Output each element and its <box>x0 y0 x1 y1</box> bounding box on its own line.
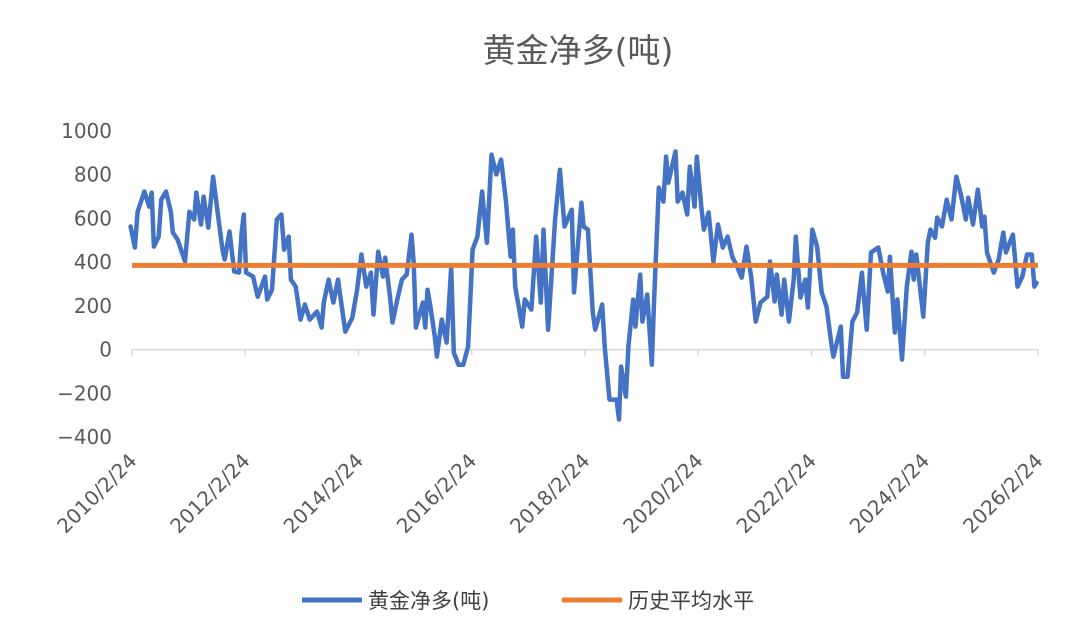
y-tick-label: 200 <box>74 294 112 318</box>
legend-label-net-long: 黄金净多(吨) <box>368 589 489 613</box>
y-axis-ticks: 1000 800 600 400 200 0 −200 −400 <box>57 119 112 449</box>
plot-area <box>128 149 1039 422</box>
y-tick-label: 400 <box>74 250 112 274</box>
legend-label-average: 历史平均水平 <box>628 589 754 613</box>
y-tick-label: −400 <box>57 425 112 449</box>
x-tick-label: 2014/2/24 <box>279 449 368 538</box>
x-tick-label: 2012/2/24 <box>165 449 254 538</box>
x-tick-label: 2018/2/24 <box>505 449 594 538</box>
x-tick-label: 2024/2/24 <box>845 449 934 538</box>
y-tick-label: 800 <box>74 163 112 187</box>
x-tick-label: 2022/2/24 <box>732 449 821 538</box>
chart-title: 黄金净多(吨) <box>483 31 674 70</box>
legend: 黄金净多(吨) 历史平均水平 <box>302 589 754 613</box>
y-tick-label: 0 <box>99 338 112 362</box>
x-tick-label: 2026/2/24 <box>958 449 1047 538</box>
y-tick-label: 600 <box>74 206 112 230</box>
y-tick-label: 1000 <box>61 119 112 143</box>
x-tick-label: 2020/2/24 <box>618 449 707 538</box>
x-tick-label: 2016/2/24 <box>392 449 481 538</box>
series-line-net-long <box>128 149 1039 422</box>
x-axis: 2010/2/24 2012/2/24 2014/2/24 2016/2/24 2018… <box>52 348 1048 538</box>
y-tick-label: −200 <box>57 381 112 405</box>
x-tick-label: 2010/2/24 <box>52 449 141 538</box>
